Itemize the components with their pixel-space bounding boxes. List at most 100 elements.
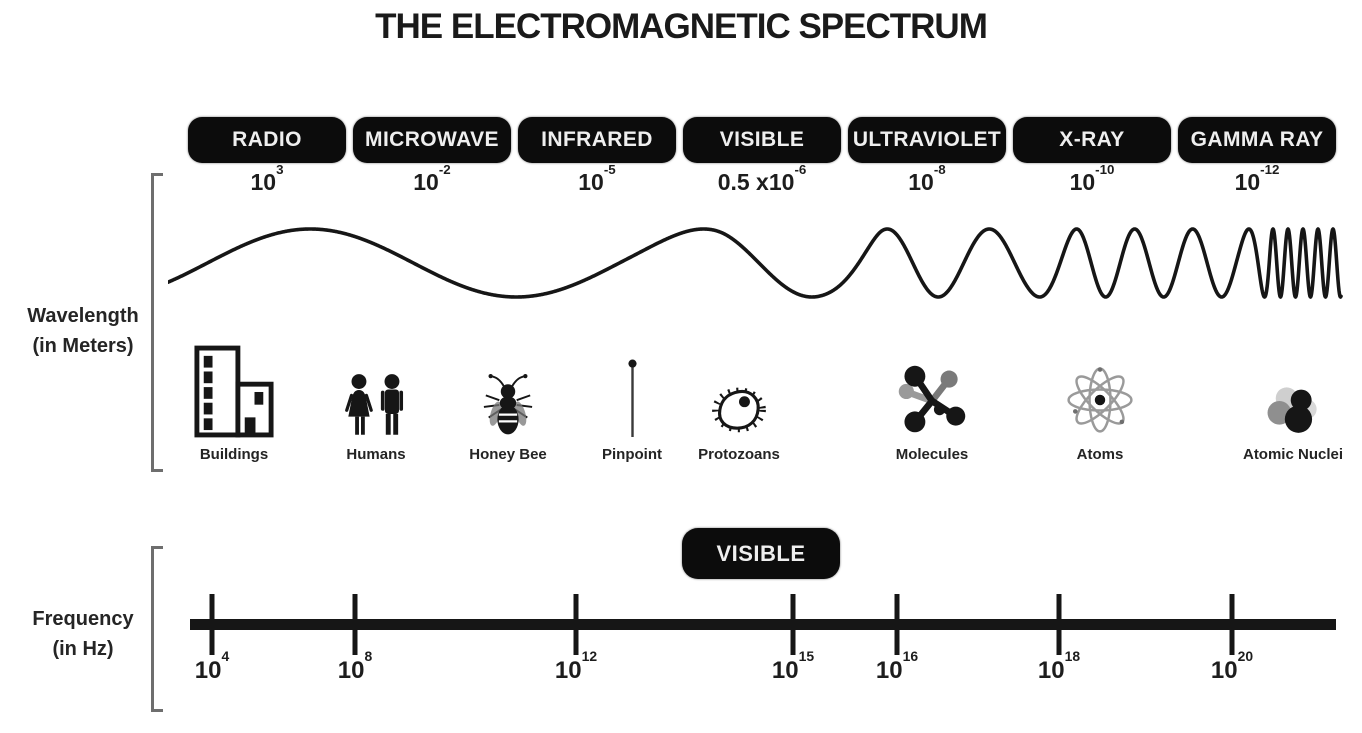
freq-tick-label-10e4: 104 (194, 648, 229, 685)
band-pill-label: INFRARED (541, 128, 653, 151)
band-pill-label: RADIO (232, 128, 302, 151)
band-pill-radio: RADIO (188, 117, 346, 163)
freq-base: 10 (875, 657, 903, 684)
band-pill-infrared: INFRARED (518, 117, 676, 163)
freq-exp: 15 (798, 648, 815, 665)
band-pill-x-ray: X-RAY (1013, 117, 1171, 163)
frequency-axis-line (190, 619, 1336, 630)
wl-exp: -5 (603, 162, 616, 178)
freq-exp: 18 (1064, 648, 1081, 665)
freq-base: 10 (1210, 657, 1238, 684)
frequency-visible-pill-label: VISIBLE (716, 540, 806, 566)
object-column-honey-bee: Honey Bee (443, 336, 573, 464)
wavelength-values-row: 103 10-2 10-5 0.5 x10-6 10-8 10-10 10-12 (188, 162, 1336, 196)
wavelength-axis-label: Wavelength (in Meters) (18, 301, 148, 361)
wl-base: 0.5 x10 (717, 169, 795, 195)
freq-base: 10 (337, 657, 365, 684)
object-column-protozoans: Protozoans (674, 336, 804, 464)
wavelength-value-ultraviolet: 10-8 (848, 162, 1006, 196)
object-column-humans: Humans (311, 336, 441, 464)
frequency-visible-pill: VISIBLE (682, 528, 840, 579)
wavelength-axis-label-line1: Wavelength (27, 305, 139, 327)
wl-exp: 3 (276, 162, 284, 178)
object-label: Protozoans (698, 446, 780, 463)
object-label: Buildings (199, 446, 269, 463)
band-pill-label: ULTRAVIOLET (852, 128, 1002, 151)
atom-icon (1067, 367, 1133, 433)
freq-tick-10e15 (790, 594, 796, 655)
freq-exp: 4 (221, 648, 230, 665)
frequency-bracket (151, 546, 163, 712)
freq-tick-label-10e18: 1018 (1037, 648, 1080, 685)
frequency-axis-label-line1: Frequency (32, 608, 134, 630)
object-label: Humans (346, 446, 406, 463)
object-column-atoms: Atoms (1035, 336, 1165, 464)
object-column-pinpoint: Pinpoint (567, 336, 697, 464)
band-pill-label: GAMMA RAY (1190, 128, 1324, 151)
wl-exp: -12 (1260, 162, 1280, 178)
wavelength-bracket (151, 173, 163, 472)
object-column-buildings: Buildings (169, 336, 299, 464)
wl-exp: -10 (1095, 162, 1115, 178)
molecules-icon (898, 365, 966, 433)
humans-icon (345, 374, 404, 435)
wl-exp: -6 (794, 162, 807, 178)
object-column-atomic-nuclei: Atomic Nuclei (1228, 336, 1358, 464)
freq-tick-label-10e20: 1020 (1210, 648, 1253, 685)
object-label: Atoms (1076, 446, 1124, 463)
band-pill-gamma-ray: GAMMA RAY (1178, 117, 1336, 163)
freq-exp: 20 (1237, 648, 1254, 665)
wl-exp: -2 (438, 162, 451, 178)
wavelength-axis-label-line2: (in Meters) (32, 335, 134, 357)
object-label: Molecules (895, 446, 969, 463)
freq-tick-10e8 (352, 594, 358, 655)
freq-tick-10e16 (894, 594, 900, 655)
band-pill-label: VISIBLE (719, 128, 805, 151)
wavelength-wave (168, 227, 1343, 299)
freq-exp: 12 (581, 648, 598, 665)
band-pill-ultraviolet: ULTRAVIOLET (848, 117, 1006, 163)
freq-tick-10e12 (573, 594, 579, 655)
wl-base: 10 (578, 169, 604, 195)
wavelength-value-microwave: 10-2 (353, 162, 511, 196)
object-label: Honey Bee (469, 446, 547, 463)
freq-tick-label-10e15: 1015 (771, 648, 814, 685)
freq-base: 10 (194, 657, 222, 684)
freq-tick-label-10e8: 108 (337, 648, 372, 685)
freq-tick-10e4 (209, 594, 215, 655)
honey-bee-icon (483, 373, 533, 435)
wave-path (168, 227, 1343, 299)
wl-base: 10 (250, 169, 277, 195)
wl-base: 10 (1069, 169, 1096, 195)
object-label: Atomic Nuclei (1242, 446, 1344, 463)
band-row: RADIO MICROWAVE INFRARED VISIBLE ULTRAVI… (188, 117, 1336, 163)
wavelength-value-x-ray: 10-10 (1013, 162, 1171, 196)
wl-exp: -8 (933, 162, 946, 178)
protozoan-icon (712, 387, 766, 433)
wavelength-value-radio: 103 (188, 162, 346, 196)
freq-exp: 8 (364, 648, 373, 665)
band-pill-label: X-RAY (1059, 128, 1125, 151)
wl-base: 10 (1234, 169, 1261, 195)
freq-exp: 16 (902, 648, 919, 665)
wl-base: 10 (908, 169, 934, 195)
wavelength-value-gamma-ray: 10-12 (1178, 162, 1336, 196)
freq-base: 10 (554, 657, 582, 684)
freq-tick-label-10e16: 1016 (875, 648, 918, 685)
freq-tick-10e18 (1056, 594, 1062, 655)
freq-tick-label-10e12: 1012 (554, 648, 597, 685)
band-pill-visible: VISIBLE (683, 117, 841, 163)
frequency-axis-label-line2: (in Hz) (52, 638, 114, 660)
band-pill-microwave: MICROWAVE (353, 117, 511, 163)
page-title: THE ELECTROMAGNETIC SPECTRUM (375, 7, 988, 46)
wavelength-value-visible: 0.5 x10-6 (683, 162, 841, 196)
wavelength-value-infrared: 10-5 (518, 162, 676, 196)
freq-base: 10 (771, 657, 799, 684)
freq-tick-10e20 (1229, 594, 1235, 655)
object-label: Pinpoint (602, 446, 662, 463)
frequency-axis-label: Frequency (in Hz) (18, 604, 148, 664)
freq-base: 10 (1037, 657, 1065, 684)
wl-base: 10 (413, 169, 439, 195)
buildings-icon (194, 345, 274, 438)
